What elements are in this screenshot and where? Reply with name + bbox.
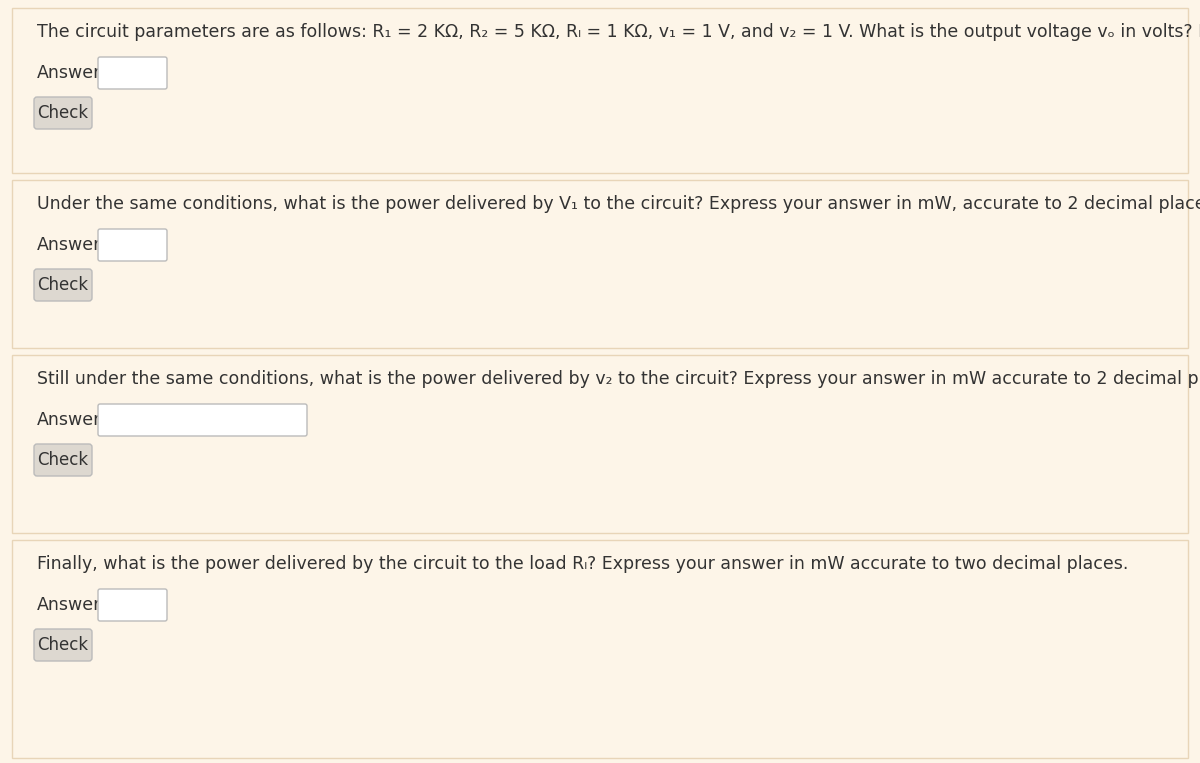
Text: Check: Check [37,451,89,469]
FancyBboxPatch shape [12,180,1188,348]
FancyBboxPatch shape [34,444,92,476]
FancyBboxPatch shape [12,355,1188,533]
Text: Still under the same conditions, what is the power delivered by v₂ to the circui: Still under the same conditions, what is… [37,370,1200,388]
FancyBboxPatch shape [98,229,167,261]
Text: Under the same conditions, what is the power delivered by V₁ to the circuit? Exp: Under the same conditions, what is the p… [37,195,1200,213]
FancyBboxPatch shape [12,8,1188,173]
Text: Answer:: Answer: [37,236,107,254]
Text: Answer:: Answer: [37,596,107,614]
Text: Check: Check [37,636,89,654]
FancyBboxPatch shape [12,540,1188,758]
FancyBboxPatch shape [34,629,92,661]
FancyBboxPatch shape [98,57,167,89]
FancyBboxPatch shape [34,269,92,301]
Text: The circuit parameters are as follows: R₁ = 2 KΩ, R₂ = 5 KΩ, Rₗ = 1 KΩ, v₁ = 1 V: The circuit parameters are as follows: R… [37,23,1200,41]
Text: Answer:: Answer: [37,411,107,429]
FancyBboxPatch shape [98,404,307,436]
Text: Finally, what is the power delivered by the circuit to the load Rₗ? Express your: Finally, what is the power delivered by … [37,555,1128,573]
FancyBboxPatch shape [98,589,167,621]
Text: Check: Check [37,276,89,294]
FancyBboxPatch shape [34,97,92,129]
Text: Answer:: Answer: [37,64,107,82]
Text: Check: Check [37,104,89,122]
